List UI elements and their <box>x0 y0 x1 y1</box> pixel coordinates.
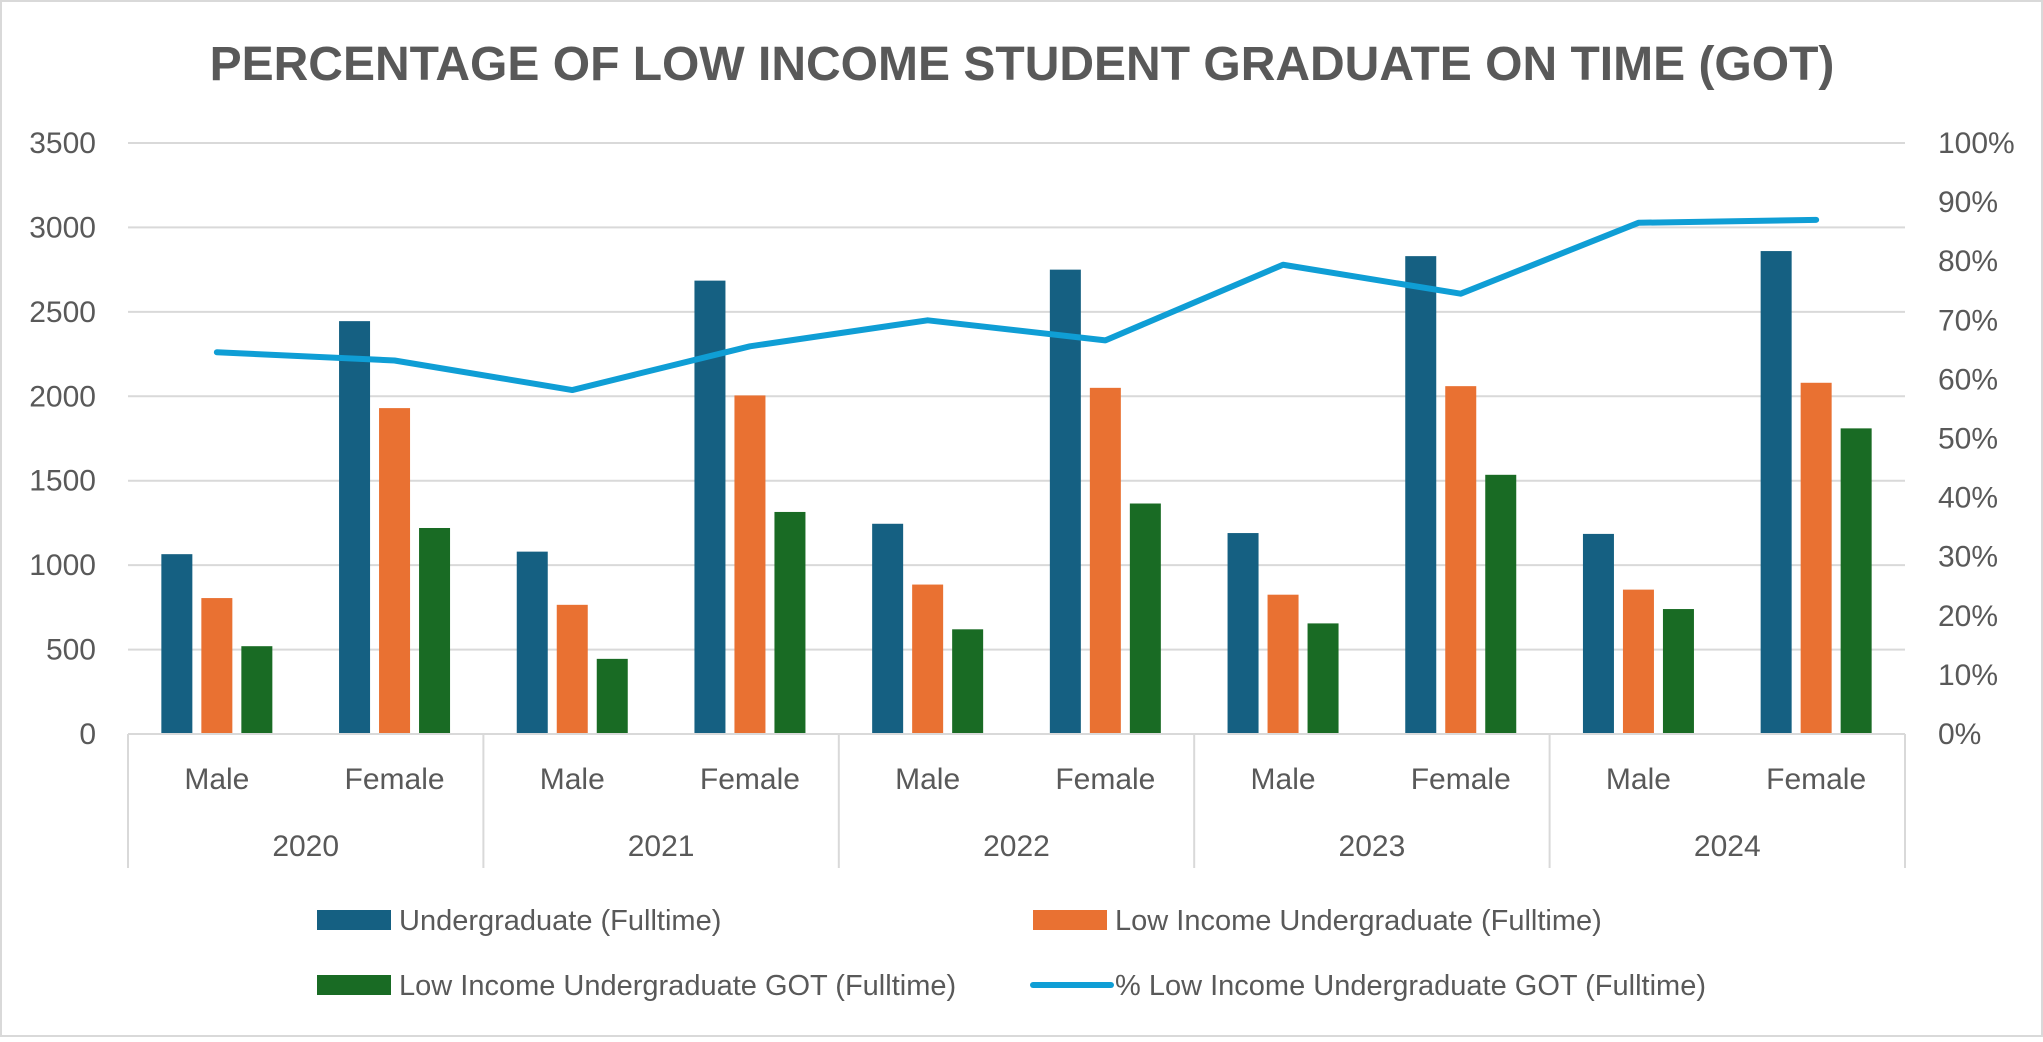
x-category-label: Female <box>1766 763 1866 796</box>
bar <box>1129 503 1161 734</box>
legend-label: Low Income Undergraduate GOT (Fulltime) <box>399 970 956 1002</box>
y-right-tick-label: 100% <box>1938 127 2015 160</box>
bar <box>556 604 588 734</box>
x-group-label: 2020 <box>272 830 339 863</box>
bar <box>1582 533 1614 734</box>
legend-swatch <box>317 975 391 995</box>
legend: Undergraduate (Fulltime) Low Income Under… <box>317 905 1706 1002</box>
bar <box>1662 609 1694 734</box>
bar <box>1049 269 1081 734</box>
legend-swatch <box>317 910 391 930</box>
bars <box>161 251 1872 734</box>
x-category-label: Female <box>1411 763 1511 796</box>
x-category-label: Female <box>1055 763 1155 796</box>
y-left-tick-label: 3000 <box>29 211 96 244</box>
bar <box>379 408 411 734</box>
y-right-tick-label: 80% <box>1938 245 1998 278</box>
legend-label: Low Income Undergraduate (Fulltime) <box>1115 905 1602 937</box>
x-group-label: 2024 <box>1694 830 1761 863</box>
y-right-tick-label: 90% <box>1938 186 1998 219</box>
bar <box>161 554 193 734</box>
x-category-label: Male <box>1606 763 1671 796</box>
bar <box>1760 251 1792 734</box>
y-left-tick-label: 2500 <box>29 296 96 329</box>
x-group-label: 2022 <box>983 830 1050 863</box>
bar <box>872 523 904 734</box>
bar <box>419 527 451 734</box>
bar <box>241 646 273 734</box>
x-category-label: Male <box>895 763 960 796</box>
bar <box>1307 623 1339 734</box>
y-left-tick-label: 1000 <box>29 549 96 582</box>
y-right-tick-label: 10% <box>1938 659 1998 692</box>
bar <box>1622 589 1654 734</box>
y-right-tick-label: 50% <box>1938 423 1998 456</box>
y-right-tick-label: 60% <box>1938 363 1998 396</box>
y-left-tick-label: 500 <box>46 634 96 667</box>
bar <box>1405 256 1437 734</box>
bar <box>1485 474 1517 734</box>
y-right-tick-label: 40% <box>1938 482 1998 515</box>
bar <box>734 395 766 734</box>
x-group-label: 2023 <box>1339 830 1406 863</box>
bar <box>1800 382 1832 734</box>
bar <box>912 584 944 734</box>
x-category-label: Male <box>1251 763 1316 796</box>
x-category-label: Male <box>540 763 605 796</box>
series-line <box>213 216 1820 394</box>
y-right-tick-label: 30% <box>1938 541 1998 574</box>
bar <box>1089 387 1121 734</box>
y-right-tick-label: 20% <box>1938 600 1998 633</box>
bar <box>201 598 233 734</box>
bar <box>339 321 371 734</box>
bar <box>1267 594 1299 734</box>
bar <box>1227 533 1259 734</box>
y-right-tick-label: 0% <box>1938 718 1981 751</box>
x-category-label: Male <box>184 763 249 796</box>
bar <box>596 658 628 734</box>
legend-label: Undergraduate (Fulltime) <box>399 905 721 937</box>
axes: 0 500 1000 1500 2000 2500 3000 3500 0% 10% 20% 30% 4… <box>29 127 2015 868</box>
bar <box>1445 386 1477 734</box>
chart-title: PERCENTAGE OF LOW INCOME STUDENT GRADUAT… <box>210 38 1835 91</box>
legend-label: % Low Income Undergraduate GOT (Fulltime… <box>1115 970 1706 1002</box>
y-left-tick-label: 3500 <box>29 127 96 160</box>
bar <box>694 280 726 734</box>
y-left-tick-label: 0 <box>79 718 96 751</box>
x-category-label: Female <box>700 763 800 796</box>
y-left-tick-label: 2000 <box>29 380 96 413</box>
x-category-label: Female <box>345 763 445 796</box>
y-left-tick-label: 1500 <box>29 465 96 498</box>
y-right-tick-label: 70% <box>1938 304 1998 337</box>
bar <box>952 629 984 734</box>
bar <box>1840 428 1872 734</box>
x-group-label: 2021 <box>628 830 695 863</box>
line-series <box>213 216 1820 394</box>
bar <box>774 511 806 734</box>
bar <box>516 551 548 734</box>
legend-swatch <box>1033 910 1107 930</box>
